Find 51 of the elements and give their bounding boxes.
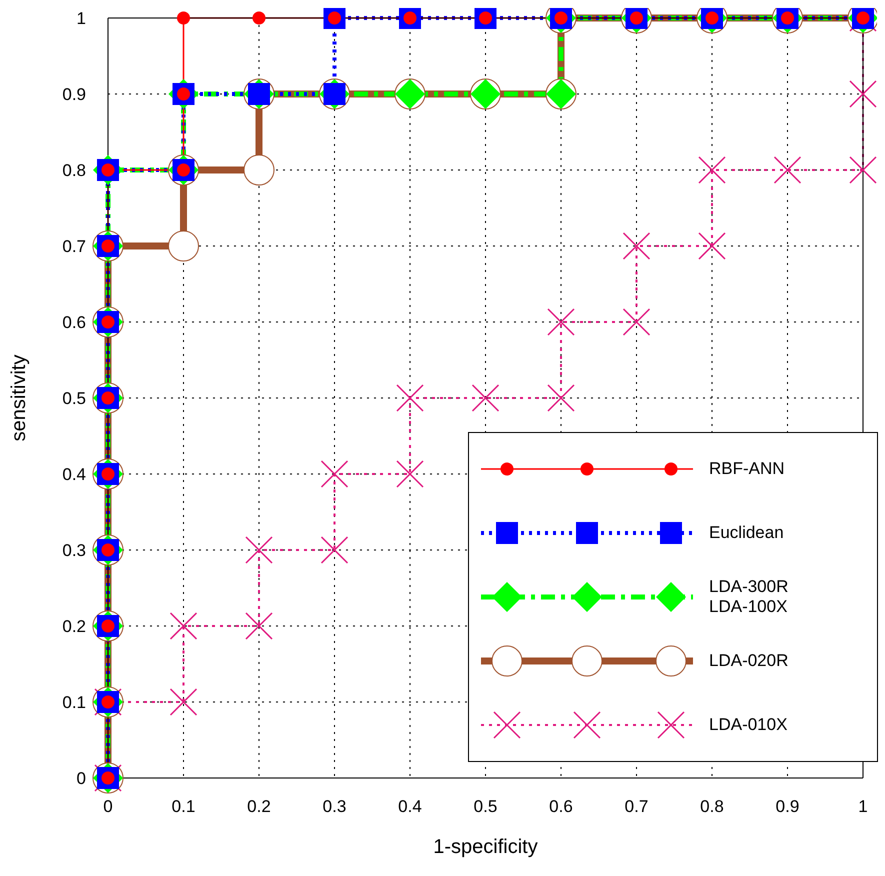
point: [547, 384, 575, 412]
point: [320, 536, 348, 564]
point: [177, 12, 190, 24]
point: [170, 612, 198, 640]
y-tick-label: 0.3: [62, 541, 86, 560]
y-tick-label: 1: [76, 9, 86, 28]
y-tick-label: 0.6: [62, 313, 86, 332]
y-tick-label: 0.8: [62, 161, 86, 180]
point: [245, 612, 273, 640]
x-tick-label: 0.1: [172, 797, 196, 816]
y-tick-label: 0.7: [62, 237, 86, 256]
x-axis-title: 1-specificity: [433, 836, 538, 858]
point: [547, 308, 575, 336]
x-tick-label: 0.4: [398, 797, 422, 816]
legend-label: Euclidean: [709, 523, 785, 543]
point: [245, 536, 273, 564]
point: [396, 384, 424, 412]
point: [320, 460, 348, 488]
x-tick-label: 0.3: [322, 797, 346, 816]
point: [774, 156, 802, 184]
point: [472, 384, 500, 412]
y-tick-label: 0: [76, 769, 86, 788]
y-tick-label: 0.2: [62, 617, 86, 636]
x-tick-label: 0.9: [776, 797, 800, 816]
point: [622, 308, 650, 336]
legend-label: LDA-010X: [709, 715, 788, 735]
x-tick-label: 0.2: [247, 797, 271, 816]
y-tick-label: 0.4: [62, 465, 86, 484]
y-axis-title: sensitivity: [8, 354, 30, 442]
legend-label: LDA-020R: [709, 651, 790, 671]
legend-label: RBF-ANN: [709, 459, 786, 479]
x-tick-label: 0.7: [624, 797, 648, 816]
y-tick-label: 0.9: [62, 85, 86, 104]
x-tick-label: 0: [103, 797, 113, 816]
legend-label: LDA-300R LDA-100X: [709, 577, 790, 617]
point: [244, 154, 274, 186]
point: [396, 460, 424, 488]
point: [849, 80, 877, 108]
point: [698, 232, 726, 260]
point: [252, 12, 266, 24]
x-tick-label: 0.8: [700, 797, 724, 816]
point: [170, 688, 198, 716]
x-tick-label: 0.5: [474, 797, 498, 816]
y-tick-label: 0.5: [62, 389, 86, 408]
point: [698, 156, 726, 184]
x-tick-label: 1: [858, 797, 868, 816]
y-tick-label: 0.1: [62, 693, 86, 712]
x-tick-label: 0.6: [549, 797, 573, 816]
point: [168, 230, 199, 262]
point: [849, 156, 877, 184]
point: [622, 232, 650, 260]
